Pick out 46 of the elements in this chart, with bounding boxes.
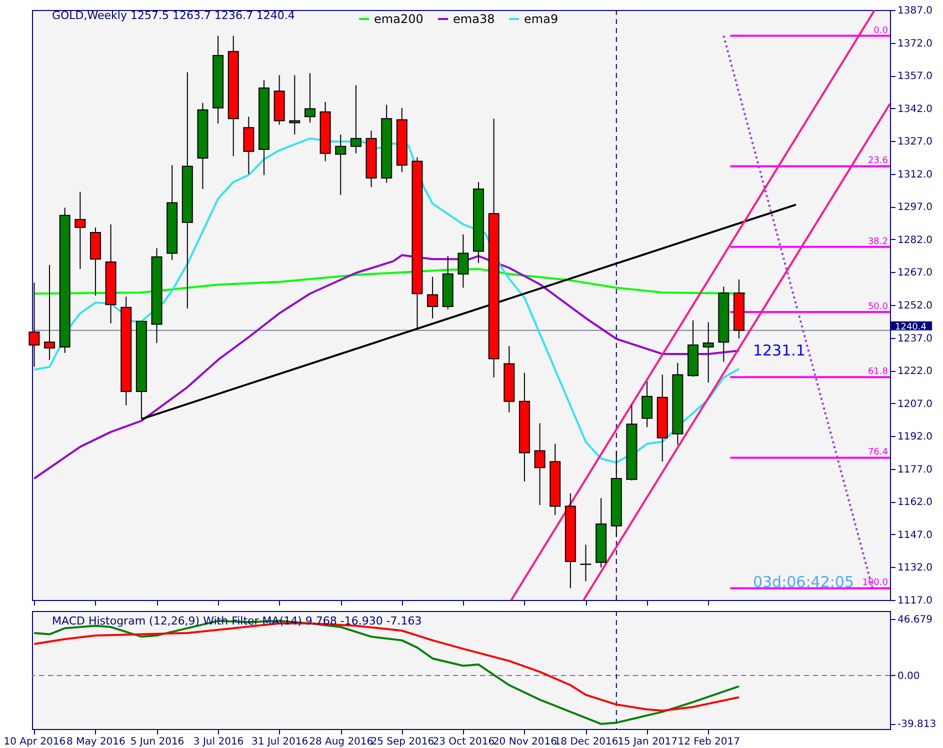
y-tick-label: 1222.0 (898, 366, 932, 378)
annotation: 100.0 (862, 578, 888, 588)
y-tick-label: 1147.0 (898, 530, 932, 541)
y-tick-label: 46.679 (898, 614, 932, 626)
chart-title: GOLD,Weekly 1257.5 1263.7 1236.7 1240.4 (52, 9, 295, 22)
y-tick-label: -39.813 (898, 719, 936, 730)
x-tick-label: 23 Oct 2016 (432, 736, 495, 748)
x-tick-label: 5 Jun 2016 (130, 736, 184, 748)
annotation: 50.0 (868, 302, 888, 312)
x-tick-label: 3 Jul 2016 (193, 736, 244, 748)
x-tick-label: 12 Feb 2017 (678, 736, 740, 748)
legend-label: ema9 (524, 12, 558, 26)
annotation: 61.8 (868, 367, 888, 378)
x-tick-label: 28 Aug 2016 (309, 736, 374, 748)
y-tick-label: 1237.0 (898, 333, 932, 344)
legend-label: ema38 (453, 12, 495, 26)
y-tick-label: 1117.0 (898, 596, 932, 606)
x-tick-label: 25 Sep 2016 (370, 736, 434, 748)
annotation: 03d:06:42:05 (752, 573, 854, 591)
y-tick-label: 1342.0 (898, 104, 932, 115)
annotation: 1231.1 (752, 342, 806, 360)
ref-line-label: 1240.4 (895, 322, 927, 332)
x-tick-label: 8 May 2016 (66, 736, 126, 748)
annotation: 23.6 (868, 156, 888, 166)
annotation: 76.4 (868, 448, 888, 458)
y-tick-label: 1207.0 (898, 398, 932, 410)
y-tick-label: 1132.0 (898, 562, 932, 574)
y-tick-label: 1192.0 (898, 432, 932, 443)
x-tick-label: 31 Jul 2016 (252, 736, 308, 748)
y-tick-label: 1312.0 (898, 169, 932, 180)
y-tick-label: 1387.0 (898, 6, 932, 16)
y-tick-label: 1327.0 (898, 136, 932, 148)
y-tick-label: 1372.0 (898, 38, 932, 50)
y-tick-label: 1177.0 (898, 464, 932, 476)
y-tick-label: 1252.0 (898, 300, 932, 312)
legend-label: ema200 (374, 12, 424, 26)
y-tick-label: 1162.0 (898, 497, 932, 508)
y-tick-label: 0.00 (898, 670, 920, 682)
y-tick-label: 1282.0 (898, 234, 932, 246)
y-tick-label: 1267.0 (898, 268, 932, 279)
x-tick-label: 10 Apr 2016 (4, 736, 66, 748)
annotation: 38.2 (868, 236, 888, 247)
y-tick-label: 1297.0 (898, 202, 932, 214)
x-tick-label: 15 Jan 2017 (618, 736, 678, 748)
annotation: 0.0 (874, 26, 888, 36)
y-tick-label: 1357.0 (898, 71, 932, 82)
